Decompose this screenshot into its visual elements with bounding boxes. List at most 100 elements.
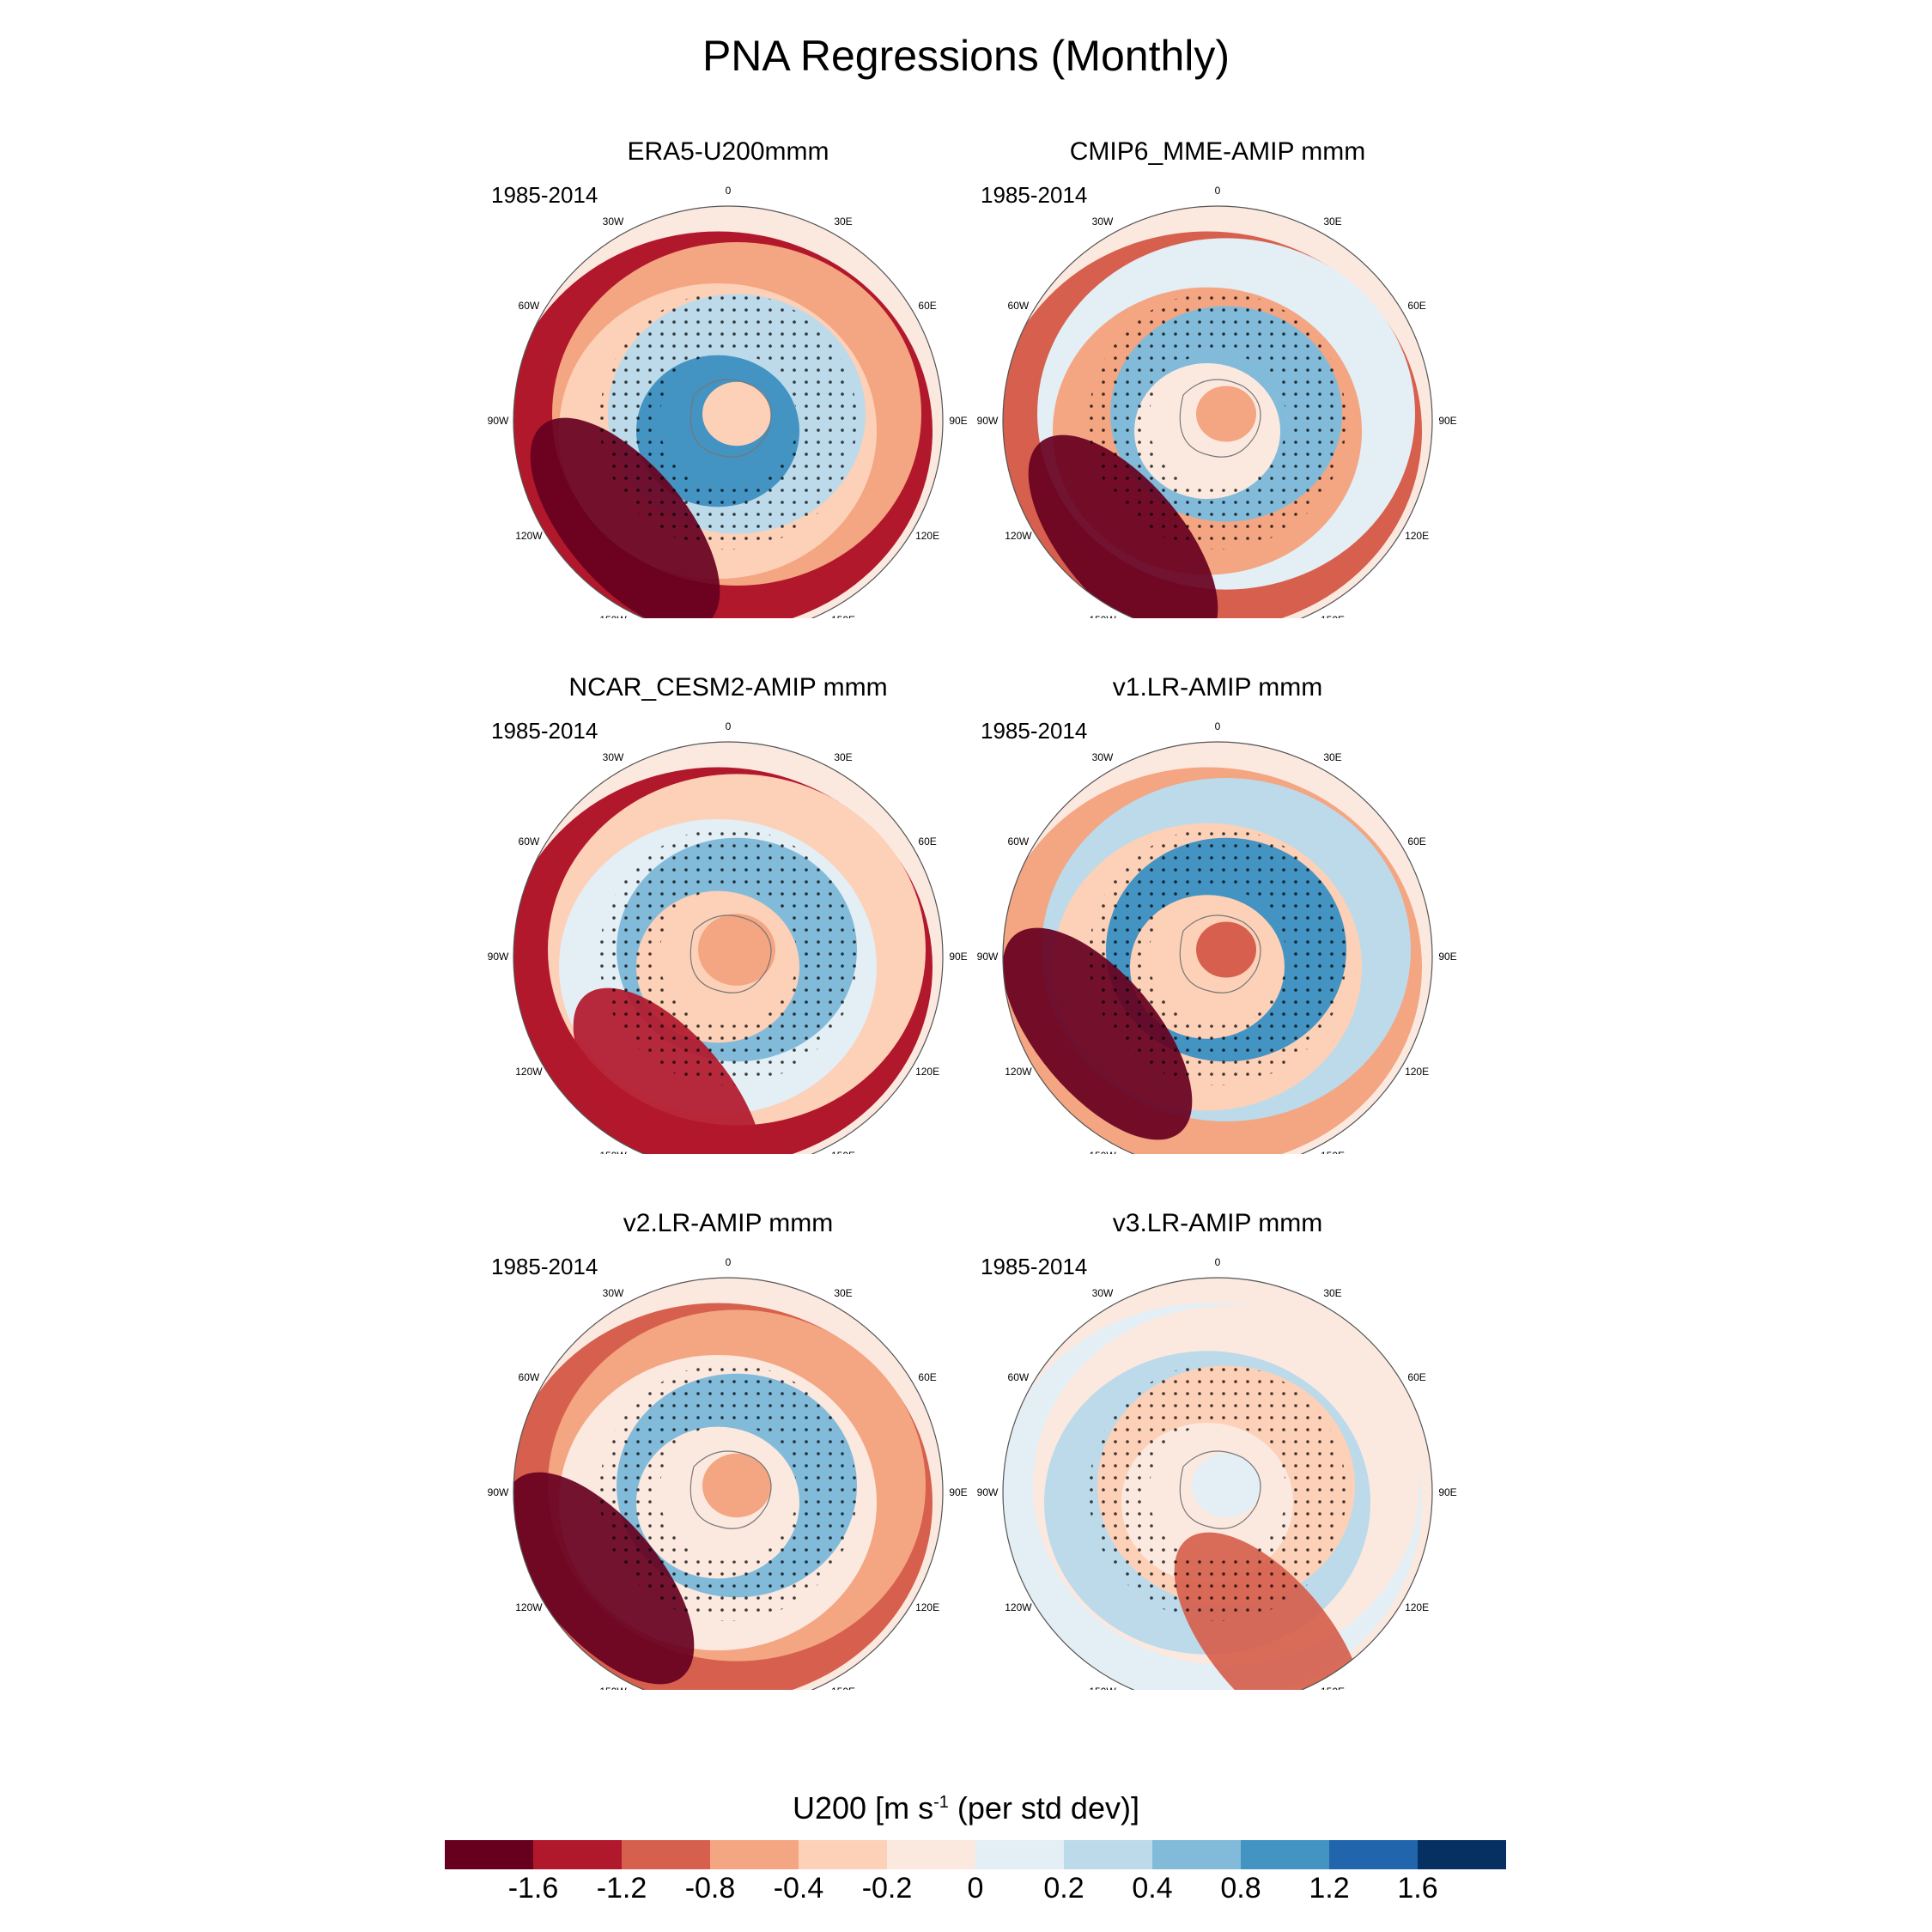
panel-period: 1985-2014 (491, 182, 598, 208)
longitude-label: 120W (515, 530, 543, 542)
colorbar-swatch (1152, 1840, 1242, 1869)
map-panel-4: v1.LR-AMIP mmm 1985-2014 0 30E 60E 90E 120E 1… (977, 673, 1458, 1154)
longitude-label: 150W (1089, 614, 1116, 618)
panel-period: 1985-2014 (491, 718, 598, 744)
longitude-label: 150E (1321, 1686, 1345, 1690)
longitude-label: 60W (519, 300, 540, 312)
colorbar-tick-label: 0.8 (1220, 1872, 1261, 1905)
antarctica-coastline (1179, 379, 1261, 458)
colorbar-tick-label: -1.6 (507, 1872, 559, 1905)
longitude-label: 30W (603, 751, 624, 763)
longitude-label: 60W (1008, 300, 1030, 312)
map-panel-5: v2.LR-AMIP mmm 1985-2014 0 30E 60E 90E 120E 1… (488, 1209, 969, 1690)
longitude-label: 120W (1005, 530, 1032, 542)
polar-map: 030E60E90E120E150E180150W120W90W60W30W (977, 1256, 1457, 1690)
map-field (1003, 1278, 1432, 1690)
panel-period: 1985-2014 (981, 182, 1088, 208)
longitude-label: 60E (1407, 300, 1425, 312)
longitude-label: 150E (831, 1686, 855, 1690)
contour-ring (1196, 386, 1256, 442)
longitude-label: 150E (1321, 614, 1345, 618)
panel-period: 1985-2014 (981, 1254, 1088, 1279)
antarctica-coastline (1179, 914, 1261, 993)
colorbar-swatch (887, 1840, 976, 1869)
longitude-label: 30W (603, 216, 624, 228)
map-panel-1: ERA5-U200mmm 1985-2014 0 30E 60E 90E 120E 150… (488, 137, 969, 618)
longitude-label: 120E (915, 1066, 939, 1078)
longitude-label: 30E (834, 216, 852, 228)
longitude-label: 150W (1089, 1686, 1116, 1690)
colorbar-swatch (533, 1840, 623, 1869)
antarctica-coastline (690, 1450, 772, 1529)
map-border (1002, 205, 1433, 618)
colorbar-swatch (1064, 1840, 1153, 1869)
colorbar-swatch (975, 1840, 1065, 1869)
longitude-label: 60E (918, 1371, 936, 1383)
colorbar-swatch (710, 1840, 799, 1869)
map-field (513, 742, 943, 1154)
panel-period: 1985-2014 (491, 1254, 598, 1279)
map-field (513, 1278, 943, 1690)
panel-title: v1.LR-AMIP mmm (1112, 673, 1323, 702)
longitude-label: 120E (1405, 1601, 1429, 1613)
longitude-label: 30W (603, 1287, 624, 1299)
colorbar-tick-label: 0 (967, 1872, 984, 1905)
polar-map: 030E60E90E120E150E180150W120W90W60W30W (488, 720, 968, 1154)
longitude-label: 90E (949, 415, 967, 427)
longitude-label: 60W (1008, 1371, 1030, 1383)
longitude-label: 30E (1323, 751, 1341, 763)
significance-stippling (599, 292, 857, 550)
polar-map: 030E60E90E120E150E180150W120W90W60W30W (488, 1256, 968, 1690)
map-border (513, 1277, 944, 1690)
polar-map: 030E60E90E120E150E180150W120W90W60W30W (977, 720, 1457, 1154)
longitude-label: 30E (1323, 216, 1341, 228)
longitude-label: 60E (918, 835, 936, 848)
longitude-label: 90W (488, 1486, 509, 1498)
map-border (1002, 1277, 1433, 1690)
longitude-label: 90W (977, 1486, 999, 1498)
panel-title: NCAR_CESM2-AMIP mmm (568, 673, 888, 702)
map-border (513, 741, 944, 1154)
longitude-label: 60E (918, 300, 936, 312)
panel-title: ERA5-U200mmm (627, 137, 829, 166)
longitude-label: 150W (599, 614, 627, 618)
colorbar-tick-label: -1.2 (596, 1872, 647, 1905)
map-field (513, 206, 943, 618)
longitude-label: 60W (1008, 835, 1030, 848)
antarctica-coastline (1179, 1450, 1261, 1529)
longitude-label: 120W (515, 1066, 543, 1078)
longitude-label: 90E (1438, 1486, 1456, 1498)
longitude-label: 150E (831, 1150, 855, 1154)
map-panel-2: CMIP6_MME-AMIP mmm 1985-2014 0 30E 60E 90E 1… (977, 137, 1458, 618)
colorbar-title: U200 [m s-1 (per std dev)] (793, 1790, 1139, 1826)
longitude-label: 150E (831, 614, 855, 618)
colorbar-tick-label: 1.6 (1397, 1872, 1438, 1905)
contour-ring (698, 914, 775, 986)
panel-period: 1985-2014 (981, 718, 1088, 744)
longitude-label: 60W (519, 1371, 540, 1383)
colorbar-swatch (622, 1840, 711, 1869)
anomaly-blob (513, 1472, 695, 1685)
map-panel-3: NCAR_CESM2-AMIP mmm 1985-2014 0 30E 60E 90E… (488, 673, 969, 1154)
longitude-label: 0 (726, 1256, 732, 1268)
contour-ring (702, 381, 771, 447)
longitude-label: 120W (1005, 1066, 1032, 1078)
significance-stippling (1089, 1364, 1346, 1621)
longitude-label: 0 (1215, 1256, 1221, 1268)
colorbar-swatch (1241, 1840, 1330, 1869)
longitude-label: 90W (977, 415, 999, 427)
map-field (1003, 742, 1432, 1154)
longitude-label: 30E (834, 751, 852, 763)
significance-stippling (599, 828, 857, 1085)
colorbar-tick-label: 1.2 (1309, 1872, 1350, 1905)
longitude-label: 0 (1215, 720, 1221, 732)
longitude-label: 30W (1092, 216, 1114, 228)
longitude-label: 120E (1405, 530, 1429, 542)
longitude-label: 30W (1092, 751, 1114, 763)
colorbar-swatch (1418, 1840, 1506, 1869)
longitude-label: 0 (726, 720, 732, 732)
significance-stippling (1089, 292, 1346, 550)
colorbar (445, 1840, 1506, 1869)
colorbar-tick-label: -0.8 (684, 1872, 736, 1905)
longitude-label: 90W (977, 951, 999, 963)
